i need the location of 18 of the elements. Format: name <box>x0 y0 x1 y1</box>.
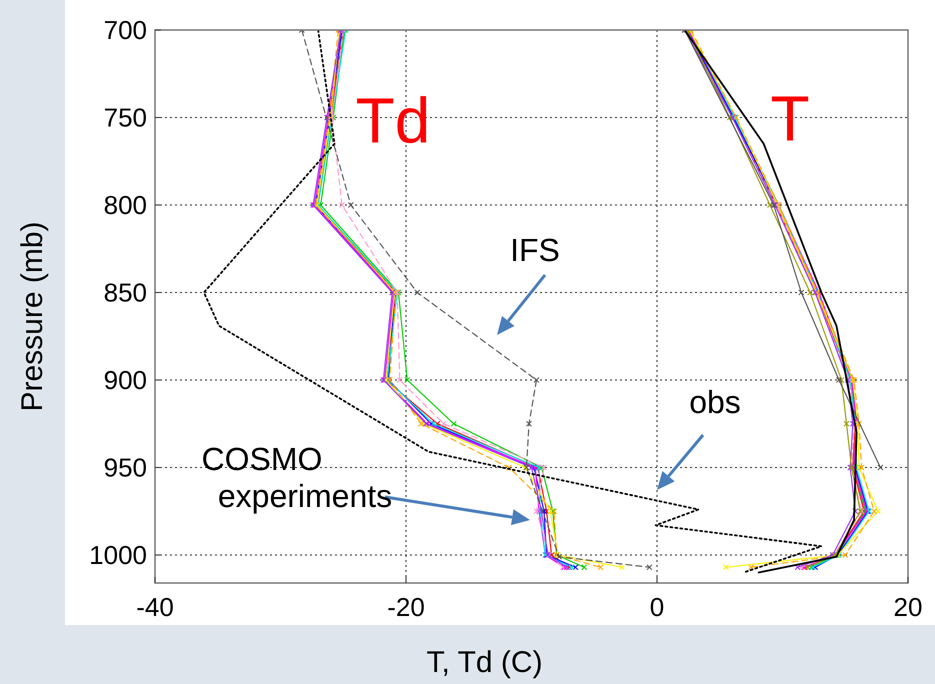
annotation: T <box>770 82 810 154</box>
y-axis-title: Pressure (mb) <box>16 221 49 412</box>
annotation: IFS <box>510 232 560 268</box>
x-tick-label: 0 <box>650 592 664 622</box>
x-tick-label: 20 <box>894 592 922 622</box>
y-tick-label: 750 <box>104 102 147 133</box>
y-tick-label: 800 <box>104 190 147 220</box>
annotation: COSMO experiments <box>202 441 392 514</box>
annotation: obs <box>689 384 741 420</box>
x-tick-label: -20 <box>387 592 425 622</box>
y-tick-label: 850 <box>104 278 147 308</box>
y-tick-label: 950 <box>104 452 147 483</box>
y-tick-label: 700 <box>104 15 147 46</box>
y-tick-label: 1000 <box>89 540 147 570</box>
x-axis-title: T, Td (C) <box>426 646 543 679</box>
y-tick-label: 900 <box>104 365 147 396</box>
annotation: Td <box>356 84 430 156</box>
x-tick-label: -40 <box>136 592 174 622</box>
